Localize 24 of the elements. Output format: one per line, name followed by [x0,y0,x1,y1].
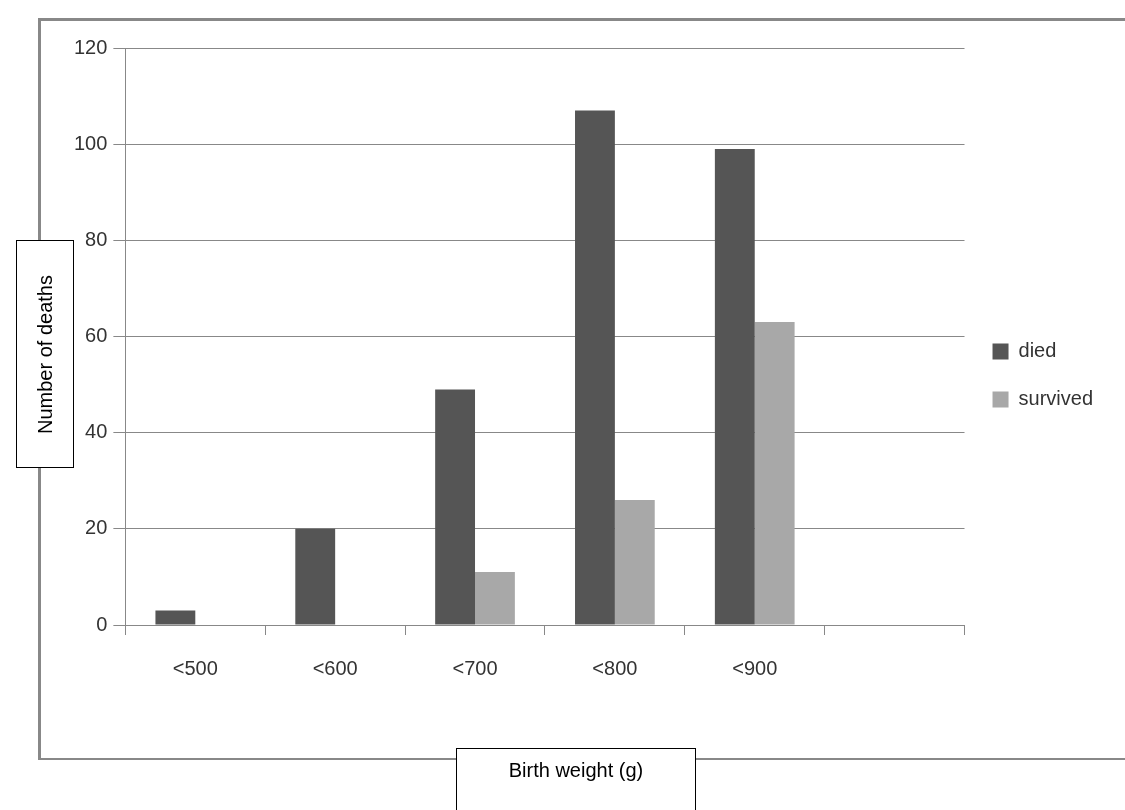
bar [295,528,336,625]
bar [714,148,755,625]
y-tick-label: 60 [85,324,108,347]
legend-label: survived [1018,387,1094,410]
x-tick-label: <500 [172,656,218,679]
x-tick-label: <900 [732,656,778,679]
bar [614,499,655,625]
legend-label: died [1018,339,1057,362]
bar [754,322,795,625]
y-tick-label: 0 [96,612,108,635]
bar [575,110,615,625]
y-tick-label: 120 [73,35,108,58]
y-tick-label: 40 [85,420,108,443]
bar [155,610,196,625]
x-axis-title: Birth weight (g) [456,748,696,810]
bar [435,389,476,625]
y-tick-label: 20 [85,516,108,539]
y-tick-label: 80 [85,227,108,250]
x-tick-label: <600 [312,656,358,679]
y-axis-title: Number of deaths [33,274,57,434]
bar [475,572,515,625]
y-tick-label: 100 [73,131,108,154]
x-tick-label: <800 [592,656,638,679]
x-tick-label: <700 [452,656,498,679]
